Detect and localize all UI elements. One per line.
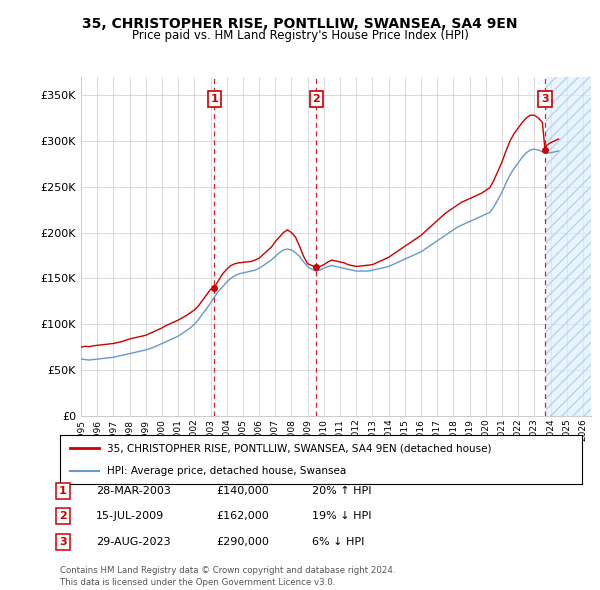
- Text: £290,000: £290,000: [216, 537, 269, 546]
- Text: 35, CHRISTOPHER RISE, PONTLLIW, SWANSEA, SA4 9EN (detached house): 35, CHRISTOPHER RISE, PONTLLIW, SWANSEA,…: [107, 444, 491, 454]
- Text: 20% ↑ HPI: 20% ↑ HPI: [312, 486, 371, 496]
- Text: 1: 1: [59, 486, 67, 496]
- Text: 6% ↓ HPI: 6% ↓ HPI: [312, 537, 364, 546]
- Text: 19% ↓ HPI: 19% ↓ HPI: [312, 512, 371, 521]
- Text: 3: 3: [541, 94, 549, 104]
- Bar: [547, 77, 591, 416]
- Text: HPI: Average price, detached house, Swansea: HPI: Average price, detached house, Swan…: [107, 466, 346, 476]
- Text: £140,000: £140,000: [216, 486, 269, 496]
- Text: Price paid vs. HM Land Registry's House Price Index (HPI): Price paid vs. HM Land Registry's House …: [131, 30, 469, 42]
- Text: Contains HM Land Registry data © Crown copyright and database right 2024.: Contains HM Land Registry data © Crown c…: [60, 566, 395, 575]
- Text: 35, CHRISTOPHER RISE, PONTLLIW, SWANSEA, SA4 9EN: 35, CHRISTOPHER RISE, PONTLLIW, SWANSEA,…: [82, 17, 518, 31]
- Bar: [547, 77, 591, 416]
- Text: 2: 2: [313, 94, 320, 104]
- Text: 28-MAR-2003: 28-MAR-2003: [96, 486, 171, 496]
- Text: This data is licensed under the Open Government Licence v3.0.: This data is licensed under the Open Gov…: [60, 578, 335, 587]
- Text: 2: 2: [59, 512, 67, 521]
- Text: 15-JUL-2009: 15-JUL-2009: [96, 512, 164, 521]
- Text: 1: 1: [211, 94, 218, 104]
- Text: 29-AUG-2023: 29-AUG-2023: [96, 537, 170, 546]
- Text: £162,000: £162,000: [216, 512, 269, 521]
- Text: 3: 3: [59, 537, 67, 546]
